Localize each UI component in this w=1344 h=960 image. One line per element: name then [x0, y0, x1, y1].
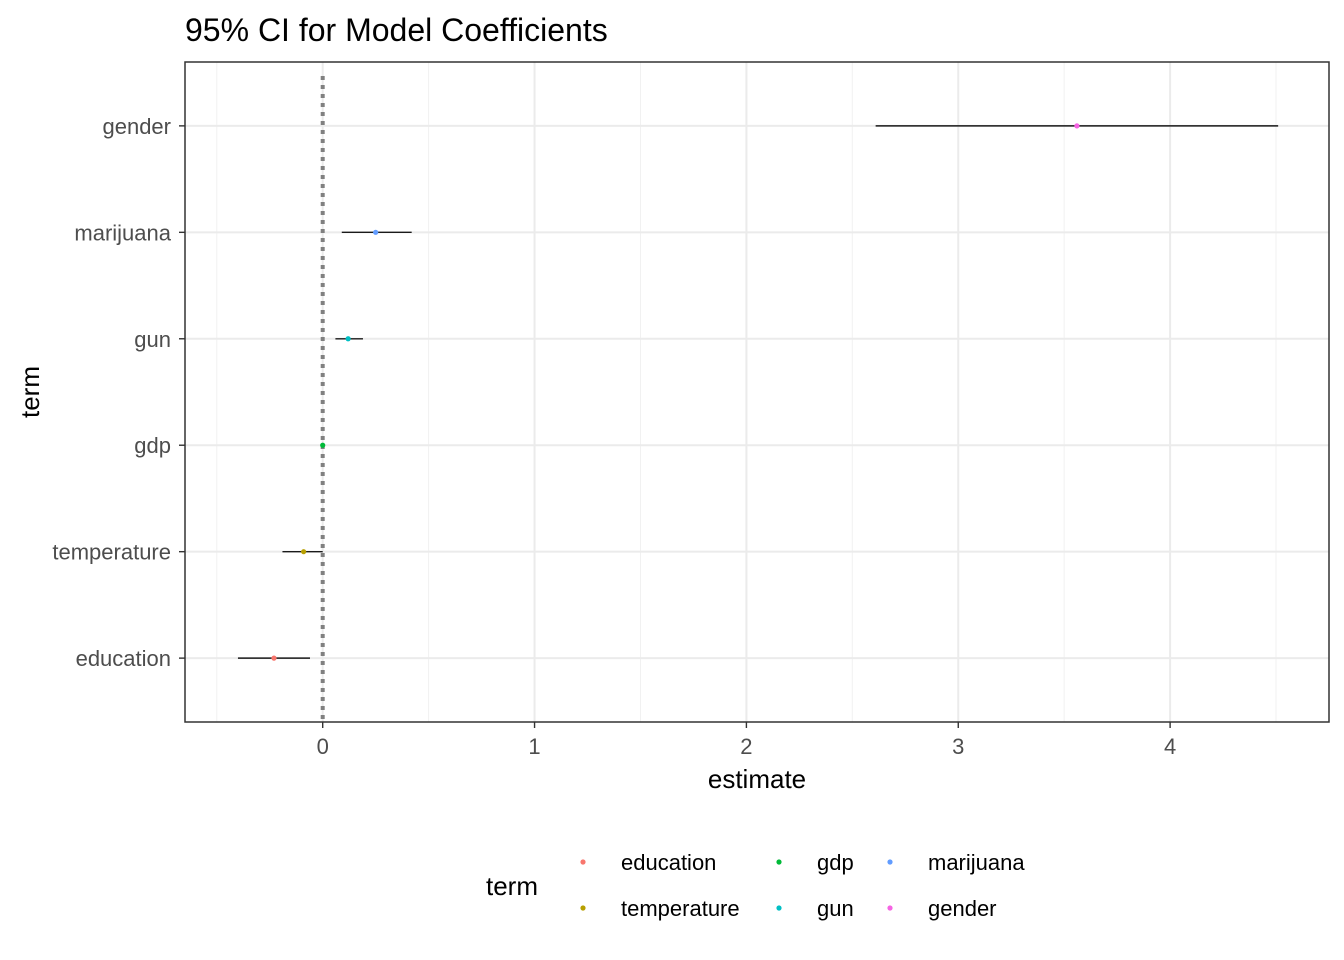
legend-key-temperature	[580, 905, 586, 911]
y-tick-label-education: education	[76, 646, 171, 671]
point-marijuana	[373, 229, 379, 235]
plot-panel	[184, 61, 1330, 723]
y-tick-label-gun: gun	[134, 327, 171, 352]
y-tick-label-temperature: temperature	[52, 540, 171, 565]
y-axis-label: term	[15, 366, 45, 418]
x-axis-label: estimate	[708, 764, 806, 794]
x-axis: 0 1 2 3 4	[317, 722, 1176, 759]
legend-key-education	[580, 859, 586, 865]
panel-border	[184, 61, 1330, 723]
legend-label-gdp: gdp	[817, 850, 854, 875]
legend-label-gun: gun	[817, 896, 854, 921]
point-gun	[345, 336, 351, 342]
y-axis: education temperature gdp gun marijuana gende…	[52, 114, 185, 671]
point-temperature	[301, 549, 307, 555]
chart-title: 95% CI for Model Coefficients	[185, 12, 608, 48]
x-tick-label: 3	[952, 734, 964, 759]
legend-key-gender	[887, 905, 893, 911]
legend-key-gdp	[776, 859, 782, 865]
legend-key-gun	[776, 905, 782, 911]
legend-label-gender: gender	[928, 896, 997, 921]
legend-title: term	[486, 871, 538, 901]
data-marks	[237, 123, 1279, 661]
legend-label-education: education	[621, 850, 716, 875]
point-gender	[1074, 123, 1080, 129]
point-education	[271, 655, 277, 661]
legend-label-marijuana: marijuana	[928, 850, 1025, 875]
x-tick-label: 2	[740, 734, 752, 759]
legend-label-temperature: temperature	[621, 896, 740, 921]
y-tick-label-gender: gender	[102, 114, 171, 139]
legend-key-marijuana	[887, 859, 893, 865]
y-tick-label-marijuana: marijuana	[74, 220, 171, 245]
x-tick-label: 0	[317, 734, 329, 759]
point-gdp	[320, 442, 326, 448]
legend: term education temperature gdp gun marijuana…	[486, 850, 1025, 921]
x-tick-label: 1	[528, 734, 540, 759]
x-tick-label: 4	[1164, 734, 1176, 759]
y-tick-label-gdp: gdp	[134, 433, 171, 458]
